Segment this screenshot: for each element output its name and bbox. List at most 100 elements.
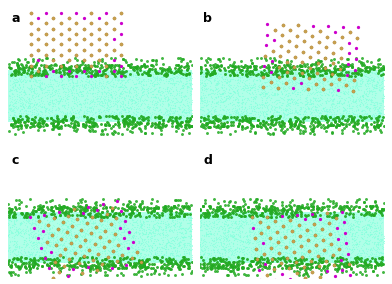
Point bbox=[122, 85, 129, 89]
Point bbox=[345, 90, 352, 94]
Point bbox=[229, 102, 236, 107]
Point bbox=[220, 124, 227, 129]
Point bbox=[280, 97, 287, 102]
Point bbox=[73, 250, 79, 254]
Point bbox=[93, 242, 99, 247]
Point bbox=[138, 57, 144, 62]
Point bbox=[359, 236, 365, 240]
Point bbox=[198, 247, 205, 251]
Point bbox=[256, 229, 263, 233]
Point bbox=[20, 105, 26, 109]
Point bbox=[378, 108, 384, 112]
Point bbox=[285, 85, 291, 89]
Point bbox=[103, 222, 110, 227]
Point bbox=[263, 220, 269, 224]
Point bbox=[335, 100, 341, 105]
Point bbox=[198, 96, 204, 101]
Point bbox=[19, 221, 25, 225]
Point bbox=[129, 208, 135, 212]
Point bbox=[111, 225, 117, 230]
Point bbox=[217, 257, 223, 262]
Point bbox=[16, 109, 23, 113]
Point bbox=[259, 102, 265, 107]
Point bbox=[145, 95, 152, 99]
Point bbox=[326, 87, 332, 91]
Point bbox=[310, 207, 317, 211]
Point bbox=[259, 71, 265, 76]
Point bbox=[171, 83, 178, 87]
Point bbox=[316, 120, 322, 124]
Point bbox=[339, 62, 345, 67]
Point bbox=[70, 226, 76, 230]
Point bbox=[60, 65, 67, 69]
Point bbox=[376, 82, 383, 87]
Point bbox=[370, 269, 376, 273]
Point bbox=[180, 257, 187, 262]
Point bbox=[88, 213, 94, 218]
Point bbox=[358, 73, 364, 77]
Point bbox=[325, 241, 332, 246]
Point bbox=[202, 126, 208, 131]
Point bbox=[118, 262, 124, 267]
Point bbox=[98, 81, 104, 85]
Point bbox=[92, 227, 98, 231]
Point bbox=[199, 101, 205, 105]
Point bbox=[136, 259, 142, 264]
Point bbox=[285, 93, 291, 97]
Point bbox=[133, 73, 140, 77]
Point bbox=[363, 214, 369, 218]
Point bbox=[123, 263, 129, 267]
Point bbox=[227, 231, 233, 236]
Point bbox=[350, 239, 357, 243]
Point bbox=[186, 74, 192, 78]
Point bbox=[249, 229, 256, 234]
Point bbox=[351, 116, 357, 121]
Point bbox=[249, 84, 255, 89]
Point bbox=[110, 104, 116, 108]
Point bbox=[88, 105, 94, 109]
Point bbox=[143, 241, 149, 246]
Point bbox=[171, 118, 177, 122]
Point bbox=[252, 66, 259, 71]
Point bbox=[65, 241, 71, 245]
Point bbox=[122, 98, 128, 102]
Point bbox=[138, 101, 145, 105]
Point bbox=[13, 245, 19, 249]
Point bbox=[86, 213, 93, 218]
Point bbox=[377, 101, 384, 105]
Point bbox=[354, 241, 361, 246]
Point bbox=[20, 103, 26, 108]
Point bbox=[214, 207, 220, 212]
Point bbox=[375, 253, 381, 258]
Point bbox=[308, 204, 314, 208]
Point bbox=[245, 97, 252, 102]
Point bbox=[172, 222, 178, 226]
Point bbox=[6, 94, 12, 99]
Point bbox=[316, 220, 322, 224]
Point bbox=[24, 68, 31, 72]
Point bbox=[91, 225, 98, 229]
Point bbox=[242, 117, 248, 122]
Point bbox=[312, 69, 318, 74]
Point bbox=[371, 103, 377, 107]
Point bbox=[94, 214, 101, 218]
Point bbox=[289, 245, 296, 249]
Point bbox=[241, 244, 248, 249]
Point bbox=[86, 250, 93, 254]
Point bbox=[259, 73, 265, 78]
Point bbox=[267, 272, 273, 277]
Point bbox=[362, 82, 368, 87]
Point bbox=[93, 206, 99, 210]
Point bbox=[42, 254, 48, 259]
Point bbox=[272, 218, 278, 223]
Point bbox=[31, 212, 38, 216]
Point bbox=[361, 211, 368, 215]
Point bbox=[28, 243, 34, 247]
Point bbox=[289, 241, 295, 246]
Point bbox=[144, 216, 151, 221]
Point bbox=[112, 78, 118, 82]
Point bbox=[368, 115, 374, 120]
Point bbox=[281, 63, 287, 68]
Point bbox=[288, 224, 294, 228]
Point bbox=[360, 114, 367, 119]
